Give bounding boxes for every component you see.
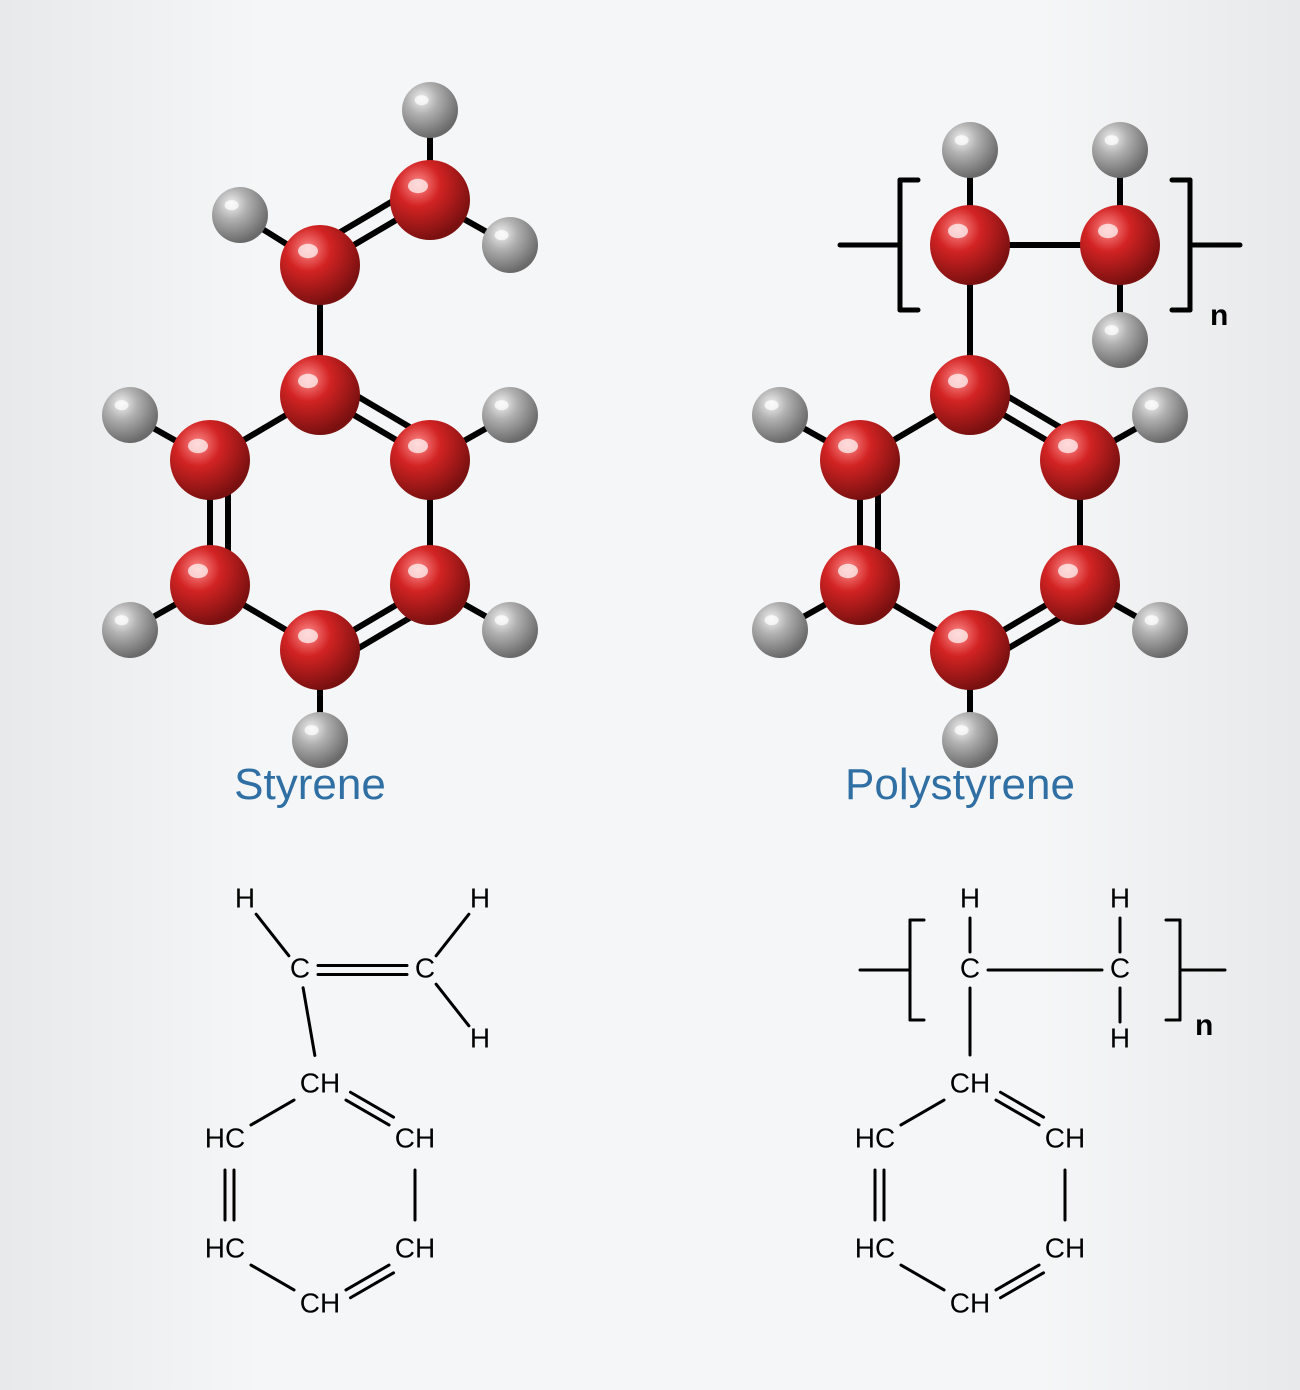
svg-text:n: n xyxy=(1195,1009,1213,1042)
svg-text:H: H xyxy=(1110,882,1130,913)
svg-text:C: C xyxy=(415,952,435,983)
svg-text:HC: HC xyxy=(205,1232,245,1263)
svg-text:C: C xyxy=(290,952,310,983)
styrene-title: Styrene xyxy=(234,760,386,810)
svg-text:CH: CH xyxy=(1045,1122,1085,1153)
svg-text:C: C xyxy=(960,952,980,983)
svg-text:CH: CH xyxy=(950,1287,990,1318)
svg-text:CH: CH xyxy=(300,1067,340,1098)
svg-text:HC: HC xyxy=(855,1122,895,1153)
svg-text:CH: CH xyxy=(395,1232,435,1263)
svg-text:H: H xyxy=(235,882,255,913)
svg-text:CH: CH xyxy=(1045,1232,1085,1263)
svg-text:H: H xyxy=(1110,1022,1130,1053)
svg-text:C: C xyxy=(1110,952,1130,983)
chemistry-diagram: nCHHCHCCHCHCHCCHHHnCHHCHCCHCHCHCCHHH xyxy=(0,0,1300,1390)
styrene-3d xyxy=(102,82,538,768)
polystyrene-3d: n xyxy=(752,122,1240,768)
polystyrene-formula: nCHHCHCCHCHCHCCHHH xyxy=(855,882,1225,1318)
svg-text:HC: HC xyxy=(855,1232,895,1263)
styrene-formula: CHHCHCCHCHCHCCHHH xyxy=(205,882,490,1318)
polystyrene-title: Polystyrene xyxy=(845,760,1075,810)
svg-text:H: H xyxy=(960,882,980,913)
svg-text:HC: HC xyxy=(205,1122,245,1153)
svg-text:CH: CH xyxy=(300,1287,340,1318)
svg-text:CH: CH xyxy=(950,1067,990,1098)
svg-text:H: H xyxy=(470,1022,490,1053)
svg-text:n: n xyxy=(1210,299,1228,332)
svg-text:H: H xyxy=(470,882,490,913)
svg-text:CH: CH xyxy=(395,1122,435,1153)
